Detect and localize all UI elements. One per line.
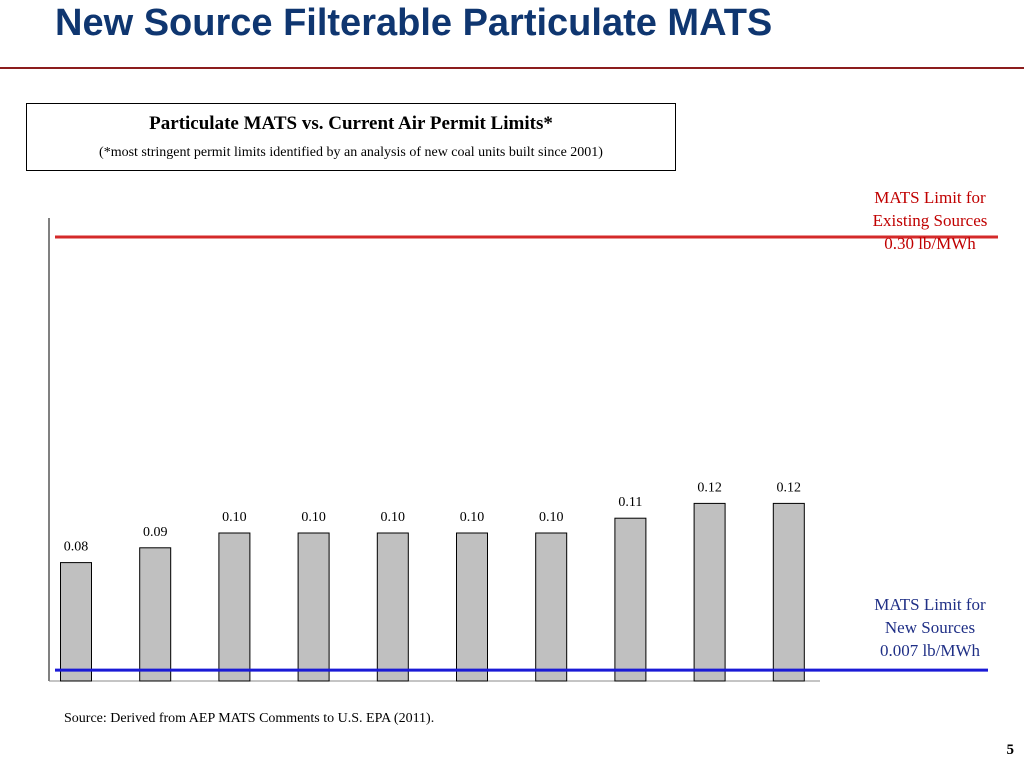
chart-caption-box: Particulate MATS vs. Current Air Permit … [26, 103, 676, 171]
bar-9 [693, 502, 726, 682]
bar-3 [218, 532, 251, 682]
bar-10 [772, 502, 805, 682]
bar-value-label-10: 0.12 [777, 480, 802, 495]
bar-6 [456, 532, 488, 682]
chart-caption-title: Particulate MATS vs. Current Air Permit … [149, 113, 553, 134]
chart-caption-subtitle: (*most stringent permit limits identifie… [99, 145, 603, 160]
title-divider [0, 67, 1024, 69]
bar-value-label-6: 0.10 [460, 510, 485, 525]
slide-title: New Source Filterable Particulate MATS [55, 2, 773, 44]
bar-8 [614, 517, 647, 682]
new-limit-line1: MATS Limit for [874, 595, 986, 614]
chart-value-labels: 0.08 0.09 0.10 0.10 0.10 0.10 0.10 0.11 0.12 0.12 [64, 480, 801, 554]
new-sources-limit-label: MATS Limit for New Sources 0.007 lb/MWh [855, 593, 1005, 662]
bar-value-label-7: 0.10 [539, 510, 564, 525]
existing-limit-line3: 0.30 lb/MWh [884, 234, 976, 253]
bar-5 [376, 532, 409, 682]
bar-4 [297, 532, 330, 682]
chart-axes [48, 218, 820, 682]
bar-value-label-3: 0.10 [222, 510, 247, 525]
existing-limit-line2: Existing Sources [872, 211, 988, 230]
new-limit-line3: 0.007 lb/MWh [879, 641, 981, 660]
bar-2 [139, 547, 172, 682]
existing-sources-limit-label: MATS Limit for Existing Sources 0.30 lb/… [855, 186, 1005, 255]
page-number: 5 [1006, 742, 1015, 758]
bar-value-label-4: 0.10 [301, 510, 326, 525]
bar-value-label-9: 0.12 [697, 480, 722, 495]
bar-value-label-5: 0.10 [381, 510, 406, 525]
new-limit-line2: New Sources [884, 618, 976, 637]
chart-reference-lines [55, 235, 998, 672]
bar-value-label-8: 0.11 [618, 495, 642, 510]
source-note: Source: Derived from AEP MATS Comments t… [64, 711, 435, 726]
bar-value-label-2: 0.09 [143, 525, 168, 540]
bar-value-label-1: 0.08 [64, 540, 89, 555]
bar-1 [60, 562, 92, 682]
bar-7 [535, 532, 568, 682]
chart-bars [60, 502, 805, 682]
existing-limit-line1: MATS Limit for [874, 188, 986, 207]
